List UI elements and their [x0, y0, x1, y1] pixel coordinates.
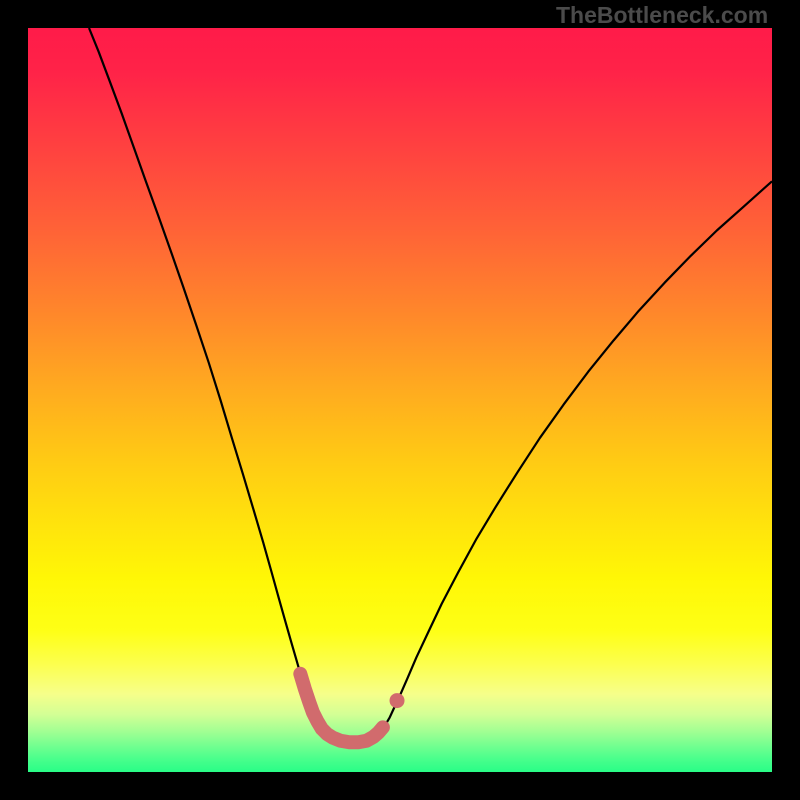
watermark-text: TheBottleneck.com [556, 2, 768, 29]
chart-frame [0, 0, 800, 800]
bottleneck-curve [89, 28, 772, 742]
highlight-segment [300, 674, 383, 742]
highlight-end-dot [390, 693, 405, 708]
plot-area [28, 28, 772, 772]
curves-layer [28, 28, 772, 772]
